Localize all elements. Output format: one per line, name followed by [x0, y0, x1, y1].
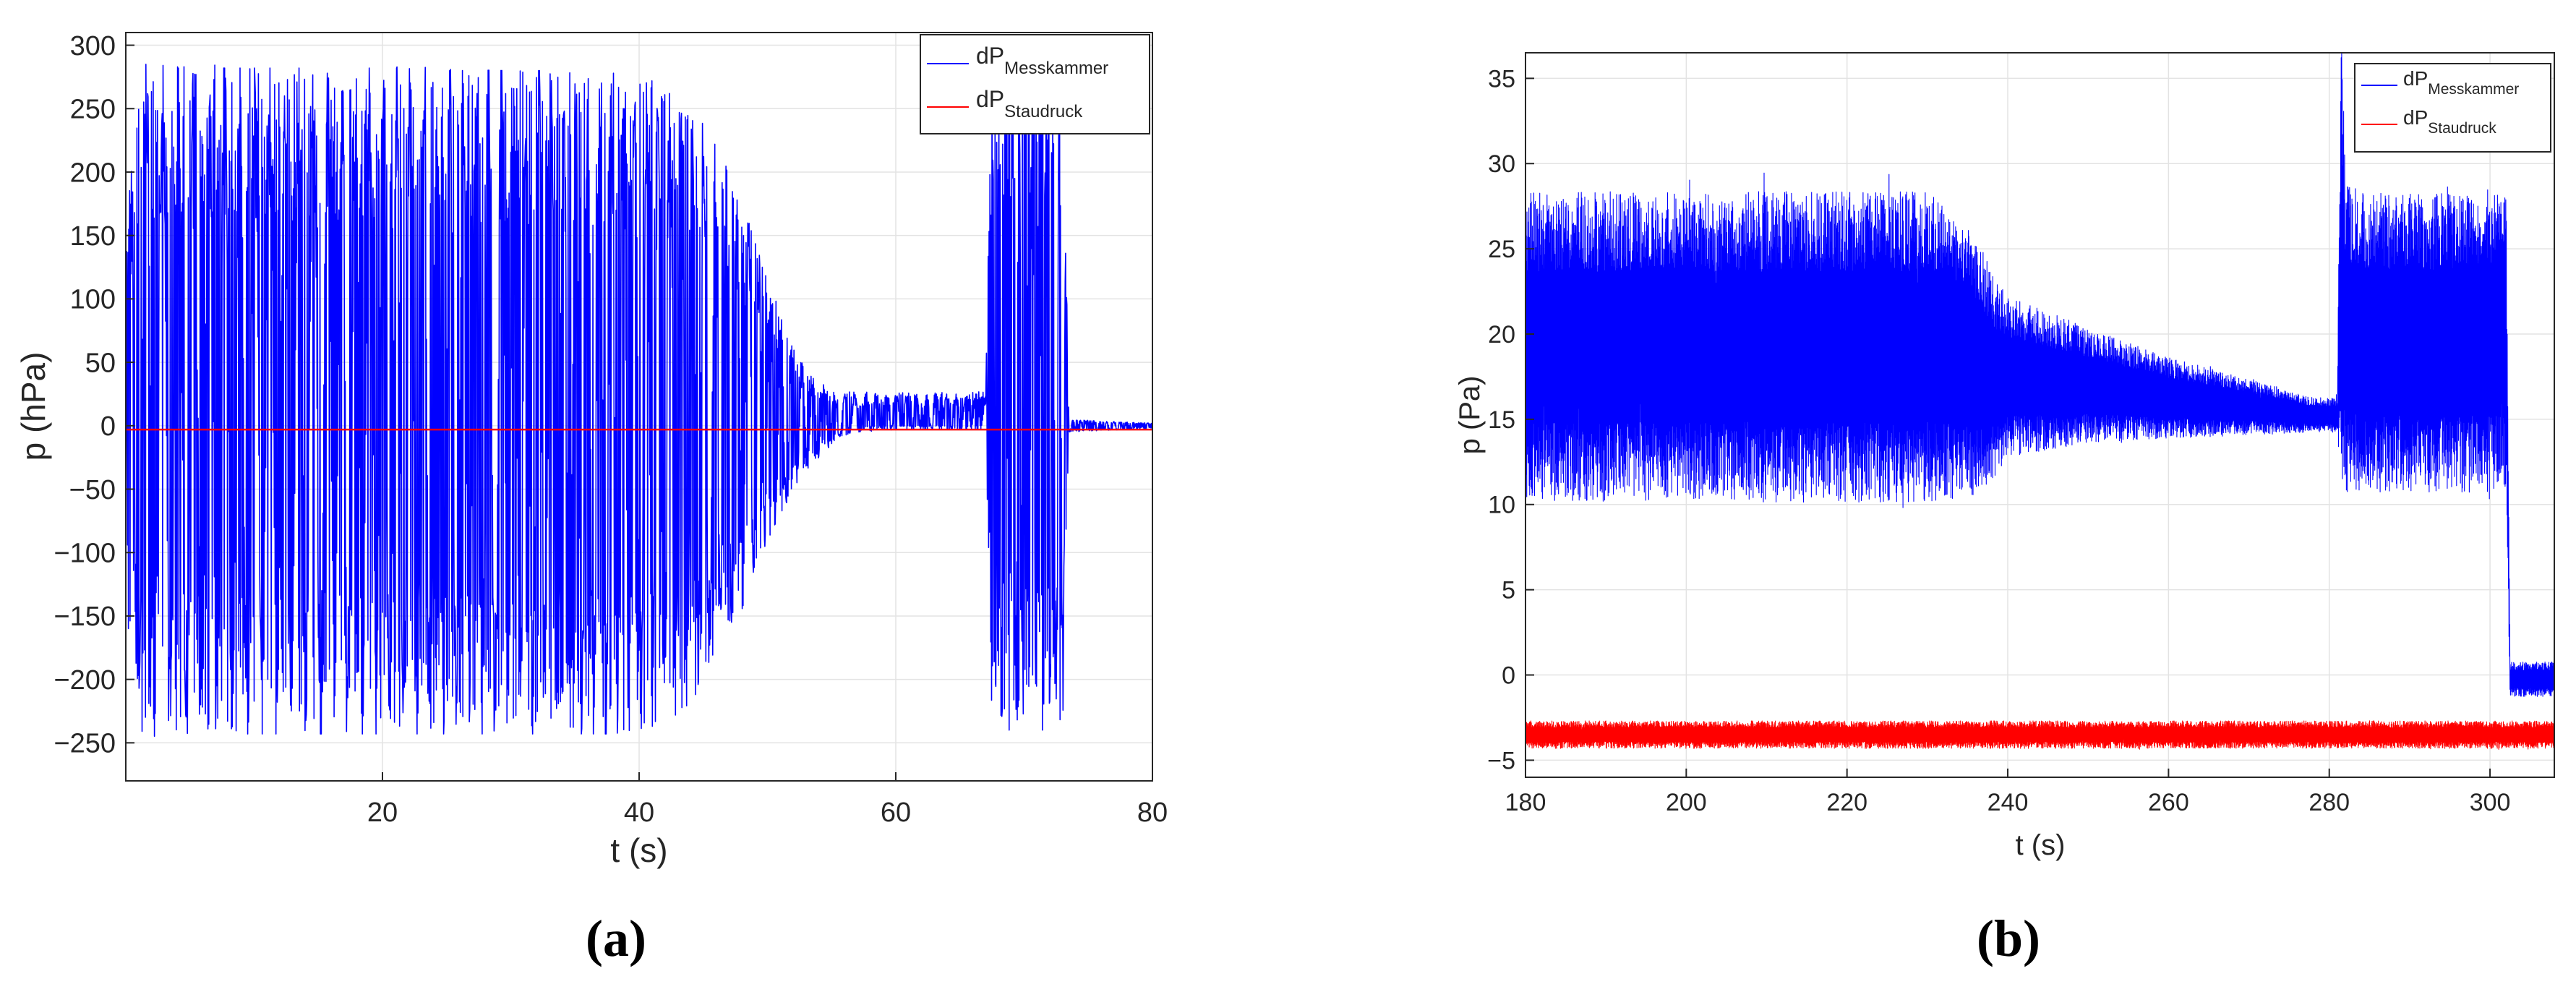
y-axis-label-b: p (Pa) — [1454, 376, 1486, 455]
y-tick-label: 200 — [70, 158, 116, 188]
legend-label-messkammer-a: dPMesskammer — [976, 43, 1108, 78]
y-tick-label: −50 — [69, 475, 116, 505]
y-tick-label: 20 — [1488, 321, 1515, 349]
y-tick-label: 10 — [1488, 492, 1515, 519]
y-tick-label: 150 — [70, 221, 116, 252]
y-tick-label: −150 — [54, 602, 116, 632]
legend-main-messkammer-a: dP — [976, 43, 1004, 69]
y-tick-label: 25 — [1488, 236, 1515, 263]
y-tick-label: 50 — [85, 348, 116, 378]
x-tick-label: 180 — [1505, 789, 1546, 816]
y-tick-label: 100 — [70, 285, 116, 315]
y-axis-label-a: p (hPa) — [14, 352, 52, 461]
series-line-staudruck — [1525, 720, 2555, 750]
x-tick-label: 280 — [2308, 789, 2350, 816]
axes-box-b — [1525, 52, 2555, 778]
legend-sub-staudruck-b: Staudruck — [2428, 120, 2496, 137]
data-b — [1525, 52, 2555, 750]
x-tick-label: 200 — [1666, 789, 1707, 816]
legend-main-staudruck-a: dP — [976, 86, 1004, 112]
legend-main-messkammer-b: dP — [2403, 67, 2428, 90]
chart-b: 180 200 220 240 260 280 300 −5 0 5 10 15 20 25 30 35 t … — [1454, 52, 2555, 967]
series-line-messkammer — [125, 43, 1153, 737]
y-tick-label: 0 — [100, 411, 116, 442]
series-line-messkammer — [1525, 52, 2555, 697]
x-tick-label: 80 — [1137, 798, 1168, 828]
y-tick-label: 250 — [70, 95, 116, 125]
ticks-b: 180 200 220 240 260 280 300 −5 0 5 10 15 20 25 30 35 — [1487, 65, 2510, 816]
chart-a: 20 40 60 80 −250 −200 −150 −100 −50 0 50 100 150 200 2… — [14, 31, 1168, 967]
legend-sub-staudruck-a: Staudruck — [1004, 102, 1083, 121]
y-tick-label: −100 — [54, 539, 116, 569]
y-tick-label: −5 — [1487, 747, 1515, 774]
x-tick-label: 220 — [1826, 789, 1867, 816]
legend-sub-messkammer-b: Messkammer — [2428, 81, 2519, 98]
x-axis-label-a: t (s) — [610, 831, 667, 869]
legend-main-staudruck-b: dP — [2403, 106, 2428, 129]
legend-sub-messkammer-a: Messkammer — [1004, 59, 1108, 78]
panel-label-b: (b) — [1977, 910, 2040, 967]
legend-box-a — [920, 34, 1150, 134]
x-axis-label-b: t (s) — [2016, 829, 2066, 861]
panel-label-a: (a) — [586, 910, 646, 967]
x-tick-label: 40 — [624, 798, 654, 828]
legend-label-messkammer-b: dPMesskammer — [2403, 67, 2519, 98]
x-tick-label: 300 — [2470, 789, 2511, 816]
y-tick-label: −200 — [54, 665, 116, 696]
y-tick-label: 15 — [1488, 406, 1515, 434]
data-a — [125, 43, 1153, 737]
y-tick-label: 300 — [70, 31, 116, 61]
legend-box-b — [2354, 63, 2551, 153]
y-tick-label: 5 — [1502, 577, 1515, 604]
x-tick-label: 260 — [2148, 789, 2189, 816]
legend-label-staudruck-b: dPStaudruck — [2403, 106, 2496, 137]
y-tick-label: 0 — [1502, 662, 1515, 689]
x-tick-label: 240 — [1987, 789, 2029, 816]
y-tick-label: 35 — [1488, 65, 1515, 93]
legend-b: dPMesskammer dPStaudruck — [2354, 63, 2551, 153]
x-tick-label: 60 — [881, 798, 911, 828]
y-tick-label: −250 — [54, 729, 116, 759]
y-tick-label: 30 — [1488, 150, 1515, 178]
ticks-a: 20 40 60 80 −250 −200 −150 −100 −50 0 50 100 150 200 2… — [54, 31, 1168, 828]
x-tick-label: 20 — [367, 798, 398, 828]
legend-a: dPMesskammer dPStaudruck — [920, 34, 1150, 134]
legend-label-staudruck-a: dPStaudruck — [976, 86, 1083, 121]
